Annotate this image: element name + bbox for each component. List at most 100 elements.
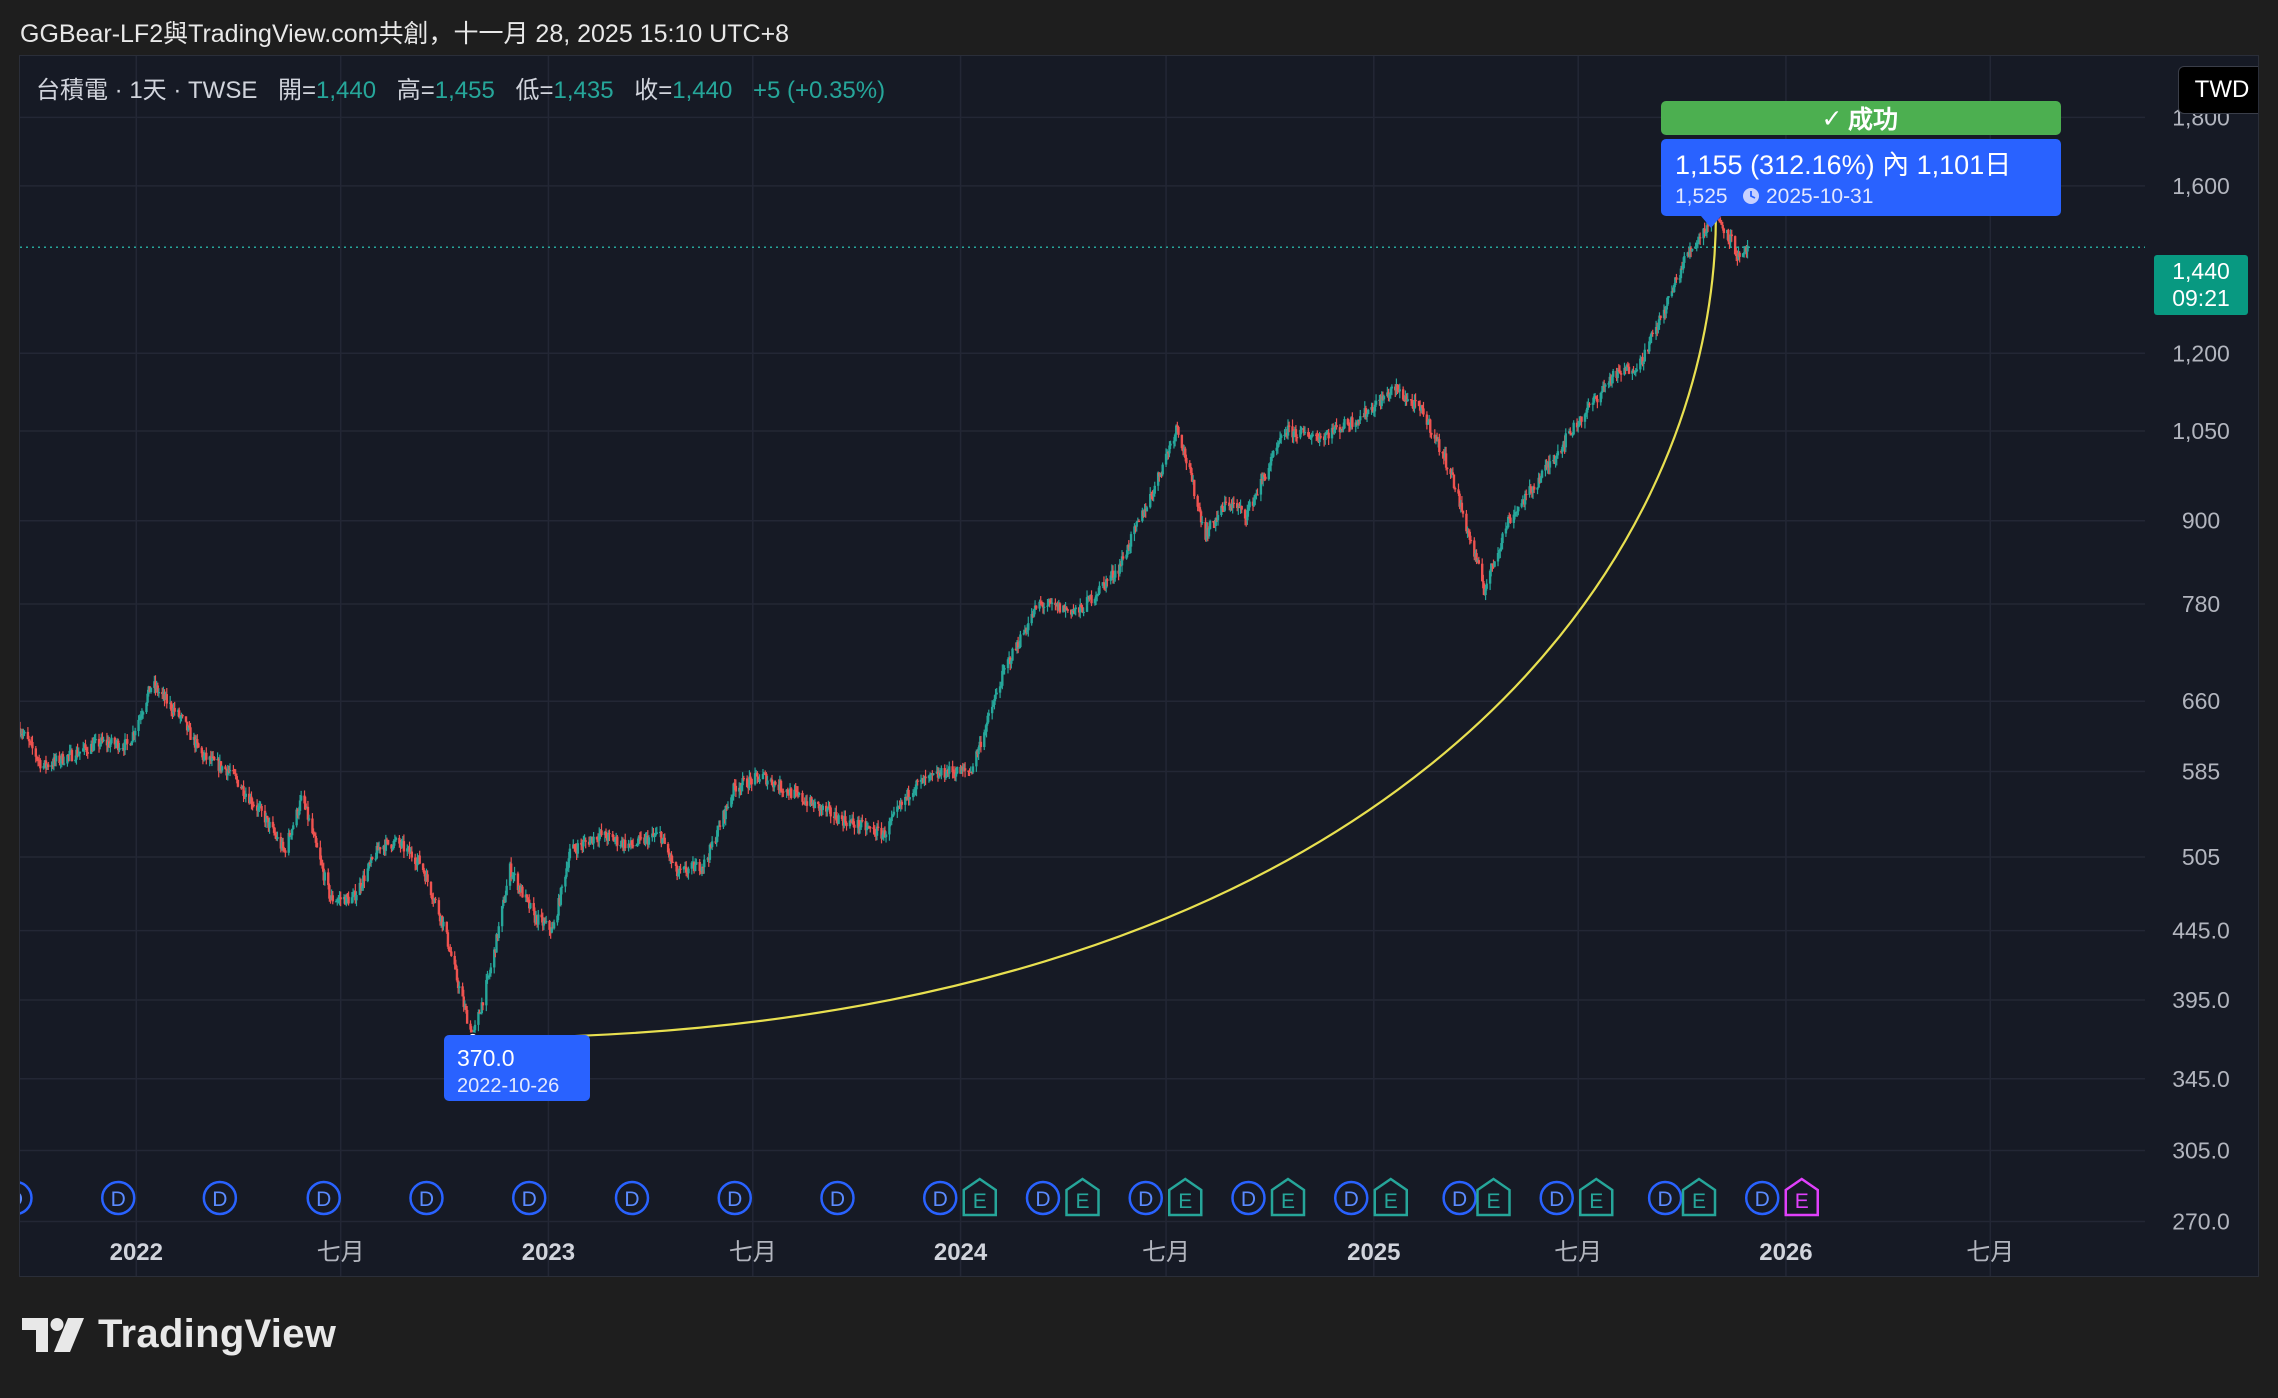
candle-body — [1006, 659, 1010, 669]
candle-body — [319, 847, 322, 860]
legend-symbol[interactable]: 台積電 · 1天 · TWSE — [36, 77, 258, 104]
earnings-icon[interactable] — [1065, 1177, 1100, 1217]
candle-body — [369, 857, 373, 864]
candle-body — [260, 806, 263, 811]
candle-body — [70, 750, 74, 762]
candle-body — [22, 733, 25, 735]
candle-body — [1307, 432, 1310, 437]
earnings-icon[interactable] — [1168, 1177, 1203, 1217]
candle-body — [1719, 221, 1722, 223]
legend-close-value: 1,440 — [672, 77, 733, 104]
candle-body — [1042, 606, 1046, 608]
candle-body — [1641, 357, 1644, 365]
candle-body — [458, 986, 461, 989]
earnings-icon[interactable] — [1784, 1177, 1819, 1217]
candle-body — [987, 713, 990, 716]
dividend-icon[interactable] — [1231, 1180, 1266, 1216]
candle-body — [416, 859, 419, 866]
candle-body — [542, 921, 546, 926]
candle-body — [529, 903, 532, 909]
earnings-icon[interactable] — [1681, 1177, 1717, 1217]
candle-body — [793, 789, 796, 798]
measure-label[interactable]: ✓ 成功 1,155 (312.16%) 內 1,101日 1,525 2025… — [1661, 101, 2061, 228]
candle-body — [616, 836, 619, 846]
candle-body — [795, 790, 799, 792]
candle-body — [1153, 485, 1156, 494]
dividend-icon[interactable] — [511, 1180, 547, 1216]
candle-body — [1019, 634, 1022, 648]
candle-body — [1114, 570, 1117, 578]
candle-body — [313, 833, 316, 836]
candle-body — [1264, 476, 1267, 480]
candle-body — [281, 841, 285, 849]
candle-body — [393, 839, 397, 842]
earnings-icon[interactable] — [1270, 1177, 1306, 1217]
candle-body — [31, 742, 34, 749]
candle-body — [358, 882, 362, 896]
dividend-icon[interactable] — [1442, 1180, 1477, 1216]
candle-body — [914, 789, 917, 792]
price-chart[interactable]: 1,8001,6001,2001,050900780660585505445.0… — [20, 56, 2259, 1277]
candle-body — [1667, 296, 1670, 298]
earnings-icon[interactable] — [962, 1177, 997, 1217]
currency-button[interactable]: TWD — [2178, 66, 2258, 114]
chart-panel[interactable]: 1,800 1,600 1,200 1,050 900 780 660 585 505 445.0… — [19, 55, 2259, 1277]
candle-body — [995, 692, 998, 695]
dividend-icon[interactable] — [20, 1181, 33, 1215]
candle-body — [589, 839, 592, 845]
dividend-icon[interactable] — [1333, 1180, 1369, 1216]
candle-body — [674, 862, 678, 866]
tradingview-logo[interactable]: TradingView — [22, 1312, 336, 1357]
candle-body — [512, 875, 515, 877]
candle-body — [1397, 391, 1400, 393]
dividend-icon[interactable] — [100, 1180, 136, 1216]
candle-body — [1396, 384, 1399, 392]
candle-body — [919, 779, 923, 782]
candle-body — [582, 840, 585, 847]
candle-body — [1520, 503, 1523, 507]
dividend-icon[interactable] — [922, 1180, 958, 1216]
dividend-icon[interactable] — [717, 1180, 752, 1216]
dividend-icon[interactable] — [202, 1180, 238, 1216]
success-badge-check: ✓ — [1822, 105, 1843, 133]
candle-body — [1570, 433, 1573, 435]
dividend-icon[interactable] — [1744, 1180, 1780, 1216]
candle-body — [1272, 450, 1275, 457]
candle-body — [715, 836, 718, 843]
dividend-icon[interactable] — [614, 1180, 650, 1216]
candle-body — [233, 770, 236, 774]
candle-body — [1359, 416, 1362, 421]
candle-body — [442, 921, 445, 927]
earnings-icon[interactable] — [1579, 1177, 1614, 1217]
candle-body — [770, 779, 774, 785]
candle-body — [1390, 386, 1394, 389]
dividend-icon[interactable] — [1128, 1180, 1163, 1216]
candle-body — [52, 757, 56, 766]
earnings-icon[interactable] — [1373, 1177, 1408, 1217]
candle-body — [1356, 420, 1360, 425]
time-axis[interactable]: 2022 七月 2023 七月 2024 七月 2025 七月 2026 七月 — [110, 1239, 2015, 1266]
earnings-icon[interactable] — [1476, 1177, 1511, 1217]
measure-curve — [472, 213, 1718, 1040]
candle-body — [1422, 408, 1425, 415]
candle-body — [1554, 458, 1557, 463]
candle-body — [509, 863, 513, 877]
candle-body — [1643, 349, 1647, 362]
dividend-icon[interactable] — [306, 1180, 341, 1216]
candle-body — [375, 845, 379, 859]
candle-body — [675, 865, 679, 877]
candle-body — [220, 766, 224, 771]
candle-body — [1372, 411, 1376, 413]
candle-body — [1405, 396, 1408, 402]
dividend-icon[interactable] — [1539, 1180, 1574, 1216]
dividend-icon[interactable] — [409, 1180, 444, 1216]
low-point-label[interactable]: 370.0 2022-10-26 — [444, 1035, 590, 1101]
dividend-icon[interactable] — [1025, 1180, 1061, 1216]
candle-body — [205, 752, 208, 760]
chart-header-title: GGBear-LF2與TradingView.com共創，十一月 28, 202… — [20, 20, 790, 48]
candle-body — [630, 840, 634, 846]
candle-body — [1403, 399, 1406, 401]
earnings-marker-label: E — [1486, 1190, 1500, 1213]
dividend-icon[interactable] — [1647, 1180, 1683, 1216]
dividend-icon[interactable] — [820, 1180, 855, 1216]
